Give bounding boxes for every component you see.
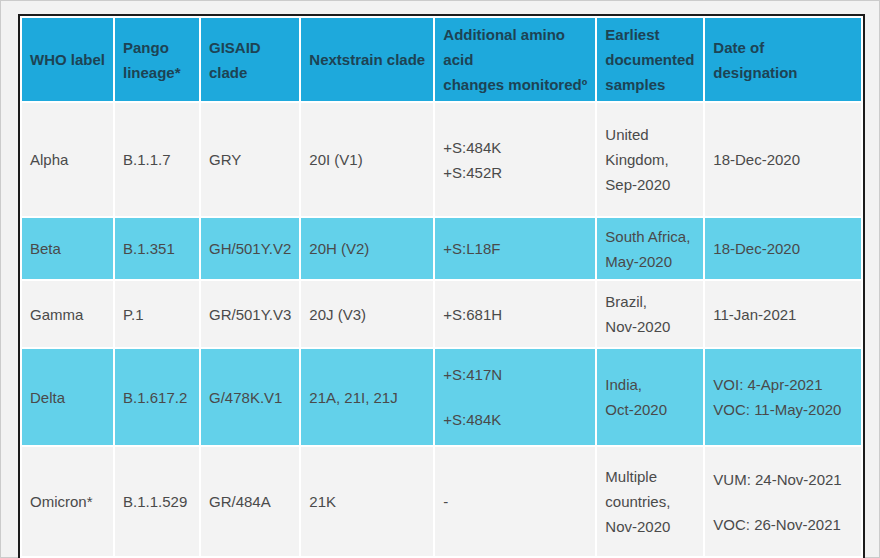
page-background: WHO labelPangolineage*GISAIDcladeNextstr… bbox=[0, 0, 880, 558]
cell-nextstrain-clade: 20J (V3) bbox=[301, 281, 433, 347]
cell-designation-date: 18-Dec-2020 bbox=[705, 103, 861, 216]
cell-gisaid-clade: GR/501Y.V3 bbox=[201, 281, 299, 347]
cell-who-label: Omicron* bbox=[22, 447, 113, 556]
table-body: AlphaB.1.1.7GRY20I (V1)+S:484K+S:452RUni… bbox=[22, 103, 861, 556]
table-row: Omicron*B.1.1.529GR/484A21K-Multiplecoun… bbox=[22, 447, 861, 556]
cell-who-label: Delta bbox=[22, 349, 113, 445]
cell-who-label: Alpha bbox=[22, 103, 113, 216]
cell-designation-date: VOI: 4-Apr-2021VOC: 11-May-2020 bbox=[705, 349, 861, 445]
cell-nextstrain-clade: 20I (V1) bbox=[301, 103, 433, 216]
column-header-amino-changes: Additional aminoacidchanges monitoredº bbox=[435, 18, 595, 101]
cell-nextstrain-clade: 21A, 21I, 21J bbox=[301, 349, 433, 445]
variants-table: WHO labelPangolineage*GISAIDcladeNextstr… bbox=[18, 14, 865, 558]
cell-pango-lineage: B.1.351 bbox=[115, 218, 199, 279]
column-header-designation-date: Date ofdesignation bbox=[705, 18, 861, 101]
cell-amino-changes: +S:417N+S:484K bbox=[435, 349, 595, 445]
table-row: AlphaB.1.1.7GRY20I (V1)+S:484K+S:452RUni… bbox=[22, 103, 861, 216]
header-row: WHO labelPangolineage*GISAIDcladeNextstr… bbox=[22, 18, 861, 101]
cell-earliest-samples: Brazil,Nov-2020 bbox=[597, 281, 703, 347]
table-row: GammaP.1GR/501Y.V320J (V3)+S:681HBrazil,… bbox=[22, 281, 861, 347]
column-header-pango-lineage: Pangolineage* bbox=[115, 18, 199, 101]
cell-gisaid-clade: GR/484A bbox=[201, 447, 299, 556]
cell-pango-lineage: B.1.617.2 bbox=[115, 349, 199, 445]
cell-who-label: Gamma bbox=[22, 281, 113, 347]
cell-amino-changes: +S:484K+S:452R bbox=[435, 103, 595, 216]
cell-designation-date: VUM: 24-Nov-2021VOC: 26-Nov-2021 bbox=[705, 447, 861, 556]
column-header-gisaid-clade: GISAIDclade bbox=[201, 18, 299, 101]
cell-pango-lineage: B.1.1.529 bbox=[115, 447, 199, 556]
column-header-who-label: WHO label bbox=[22, 18, 113, 101]
cell-amino-changes: +S:L18F bbox=[435, 218, 595, 279]
cell-gisaid-clade: G/478K.V1 bbox=[201, 349, 299, 445]
cell-earliest-samples: UnitedKingdom,Sep-2020 bbox=[597, 103, 703, 216]
cell-who-label: Beta bbox=[22, 218, 113, 279]
cell-gisaid-clade: GRY bbox=[201, 103, 299, 216]
cell-pango-lineage: P.1 bbox=[115, 281, 199, 347]
cell-nextstrain-clade: 21K bbox=[301, 447, 433, 556]
table-row: BetaB.1.351GH/501Y.V220H (V2)+S:L18FSout… bbox=[22, 218, 861, 279]
cell-designation-date: 11-Jan-2021 bbox=[705, 281, 861, 347]
cell-pango-lineage: B.1.1.7 bbox=[115, 103, 199, 216]
cell-nextstrain-clade: 20H (V2) bbox=[301, 218, 433, 279]
table-row: DeltaB.1.617.2G/478K.V121A, 21I, 21J+S:4… bbox=[22, 349, 861, 445]
cell-amino-changes: +S:681H bbox=[435, 281, 595, 347]
cell-designation-date: 18-Dec-2020 bbox=[705, 218, 861, 279]
cell-gisaid-clade: GH/501Y.V2 bbox=[201, 218, 299, 279]
cell-amino-changes: - bbox=[435, 447, 595, 556]
table-header: WHO labelPangolineage*GISAIDcladeNextstr… bbox=[22, 18, 861, 101]
cell-earliest-samples: South Africa,May-2020 bbox=[597, 218, 703, 279]
cell-earliest-samples: India,Oct-2020 bbox=[597, 349, 703, 445]
column-header-earliest-samples: Earliestdocumentedsamples bbox=[597, 18, 703, 101]
cell-earliest-samples: Multiplecountries,Nov-2020 bbox=[597, 447, 703, 556]
column-header-nextstrain-clade: Nextstrain clade bbox=[301, 18, 433, 101]
